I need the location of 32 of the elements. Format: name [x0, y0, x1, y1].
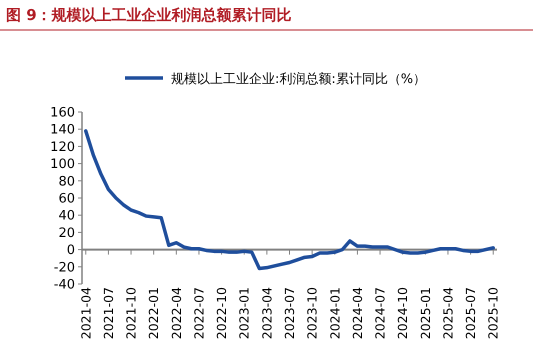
y-tick-label: 80 [58, 174, 75, 190]
x-tick-label: 2023-01 [236, 287, 252, 340]
legend-label: 规模以上工业企业:利润总额:累计同比（%） [171, 72, 426, 87]
x-tick-label: 2024-10 [395, 286, 410, 340]
x-tick-label: 2023-07 [282, 287, 297, 340]
x-tick-label: 2021-10 [124, 286, 139, 340]
y-tick-label: 60 [58, 192, 75, 206]
x-tick-label: 2024-07 [372, 287, 388, 340]
x-tick-label: 2021-07 [100, 287, 116, 340]
x-tick-label: 2025-10 [486, 286, 501, 340]
x-tick-label: 2021-04 [78, 286, 94, 340]
x-tick-label: 2022-07 [191, 287, 206, 340]
x-tick-label: 2025-07 [463, 287, 478, 340]
y-tick-label: 40 [58, 208, 75, 224]
x-tick-label: 2025-04 [440, 286, 456, 340]
y-tick-label: 0 [66, 243, 75, 258]
y-tick-label: -40 [54, 278, 75, 292]
y-tick-label: 20 [58, 226, 75, 241]
y-tick-label: 120 [50, 140, 75, 155]
y-tick-label: 100 [50, 157, 75, 172]
x-tick-label: 2024-04 [350, 286, 365, 340]
x-tick-label: 2023-04 [259, 286, 274, 340]
y-tick-label: 140 [50, 122, 75, 138]
x-tick-label: 2024-01 [327, 287, 342, 340]
chart-title: 图 9：规模以上工业企业利润总额累计同比 [6, 6, 292, 24]
x-tick-label: 2022-04 [168, 286, 184, 340]
y-tick-label: 160 [50, 106, 75, 120]
y-tick-label: -20 [54, 260, 75, 276]
x-tick-label: 2022-01 [146, 287, 162, 340]
x-tick-label: 2023-10 [304, 286, 320, 340]
x-tick-label: 2022-10 [214, 286, 230, 340]
x-tick-label: 2025-01 [418, 287, 433, 340]
